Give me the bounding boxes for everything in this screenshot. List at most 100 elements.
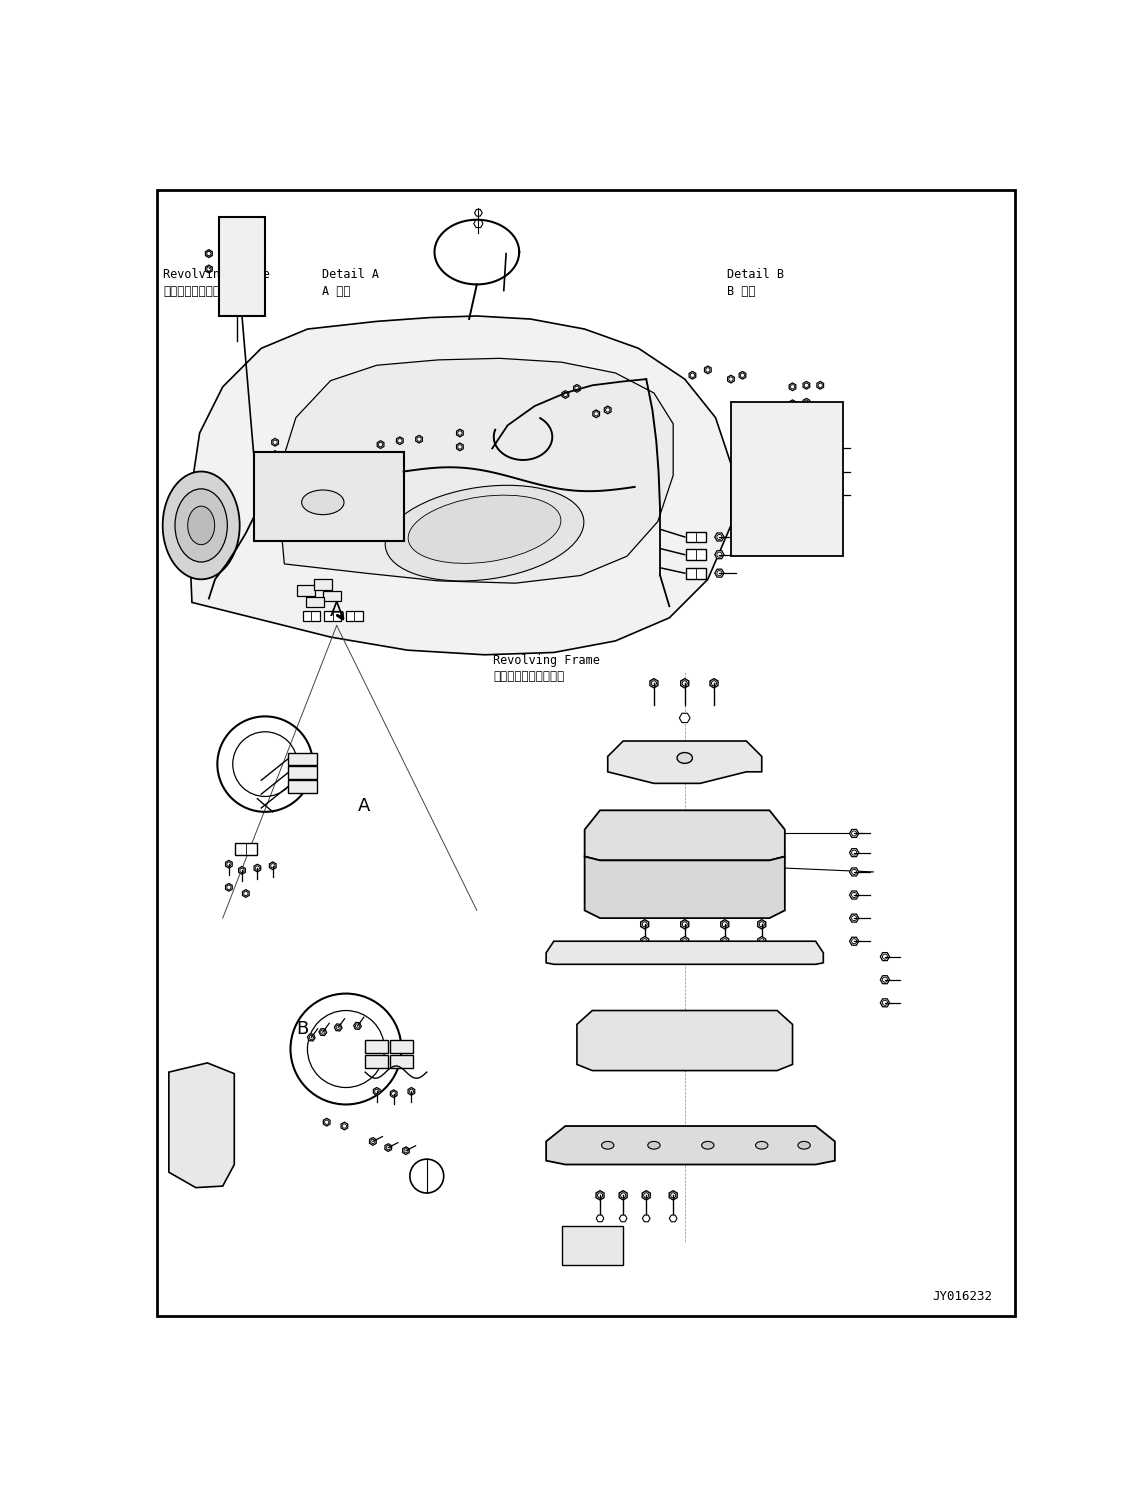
Polygon shape (307, 1033, 315, 1041)
Polygon shape (880, 999, 889, 1006)
Text: Revolving Frame: Revolving Frame (163, 268, 270, 282)
Polygon shape (650, 678, 658, 687)
Circle shape (378, 443, 383, 447)
Polygon shape (272, 450, 279, 458)
Bar (235, 842, 257, 854)
Circle shape (375, 1090, 378, 1093)
Ellipse shape (175, 489, 227, 562)
Circle shape (717, 534, 722, 540)
Circle shape (671, 1193, 676, 1197)
Polygon shape (721, 920, 729, 929)
Circle shape (642, 921, 647, 927)
Polygon shape (608, 741, 761, 783)
Polygon shape (714, 532, 724, 541)
Polygon shape (185, 498, 191, 505)
Circle shape (882, 977, 887, 983)
Polygon shape (710, 678, 718, 687)
Polygon shape (385, 1144, 392, 1151)
Ellipse shape (702, 1142, 714, 1150)
Polygon shape (242, 890, 249, 898)
Text: レボルビングフレーム: レボルビングフレーム (494, 671, 565, 683)
Polygon shape (641, 936, 649, 945)
Polygon shape (456, 443, 463, 450)
Polygon shape (402, 1147, 409, 1154)
Circle shape (355, 1024, 360, 1027)
Bar (686, 532, 705, 543)
Polygon shape (473, 219, 483, 228)
Polygon shape (397, 437, 403, 444)
Circle shape (370, 1139, 375, 1144)
Circle shape (829, 446, 833, 450)
Circle shape (207, 252, 211, 256)
Polygon shape (456, 429, 463, 437)
Circle shape (621, 1193, 625, 1197)
Polygon shape (185, 529, 191, 537)
Polygon shape (620, 1215, 628, 1221)
Circle shape (243, 892, 248, 896)
Bar (390, 1039, 413, 1053)
Polygon shape (789, 400, 796, 407)
Polygon shape (641, 920, 649, 929)
Circle shape (273, 452, 278, 456)
Polygon shape (605, 406, 612, 414)
Polygon shape (474, 209, 482, 216)
Circle shape (644, 1193, 649, 1197)
Polygon shape (804, 491, 813, 498)
Polygon shape (681, 678, 689, 687)
Polygon shape (880, 975, 889, 984)
Circle shape (240, 868, 245, 872)
Polygon shape (206, 250, 213, 258)
Polygon shape (817, 382, 824, 389)
Polygon shape (758, 920, 766, 929)
Ellipse shape (408, 495, 561, 564)
Text: レボルビングフレーム: レボルビングフレーム (163, 285, 234, 298)
Polygon shape (826, 444, 836, 452)
Circle shape (606, 409, 610, 412)
Bar (303, 611, 320, 622)
Ellipse shape (601, 1142, 614, 1150)
Circle shape (852, 915, 856, 920)
Circle shape (682, 921, 687, 927)
Polygon shape (642, 1215, 650, 1221)
Bar (288, 766, 318, 778)
Ellipse shape (187, 505, 215, 544)
Bar (761, 414, 785, 428)
Text: JY016232: JY016232 (933, 1290, 993, 1303)
Polygon shape (849, 938, 858, 945)
Polygon shape (669, 1191, 677, 1200)
Circle shape (594, 412, 598, 416)
Circle shape (273, 440, 278, 444)
Polygon shape (620, 1191, 628, 1200)
Circle shape (458, 444, 462, 449)
Polygon shape (189, 316, 730, 655)
Circle shape (791, 401, 794, 406)
Polygon shape (642, 1191, 650, 1200)
Ellipse shape (186, 1126, 216, 1142)
Circle shape (398, 438, 402, 443)
Polygon shape (272, 438, 279, 446)
Circle shape (722, 939, 727, 944)
Circle shape (805, 400, 808, 404)
Circle shape (818, 383, 822, 388)
Polygon shape (804, 398, 809, 406)
Circle shape (806, 492, 810, 497)
Circle shape (805, 383, 808, 388)
Polygon shape (679, 713, 690, 723)
Ellipse shape (302, 491, 344, 514)
Polygon shape (369, 1138, 376, 1145)
Polygon shape (377, 441, 384, 449)
Bar (288, 753, 318, 765)
Text: Detail B: Detail B (727, 268, 784, 282)
Polygon shape (804, 468, 813, 476)
Circle shape (186, 499, 190, 504)
Bar (254, 452, 403, 541)
Bar (218, 218, 265, 316)
Circle shape (741, 373, 744, 377)
Polygon shape (714, 570, 724, 577)
Circle shape (711, 681, 717, 686)
Polygon shape (849, 868, 858, 875)
Circle shape (705, 368, 710, 371)
Polygon shape (689, 371, 696, 379)
Circle shape (458, 431, 462, 435)
Circle shape (325, 1120, 329, 1124)
